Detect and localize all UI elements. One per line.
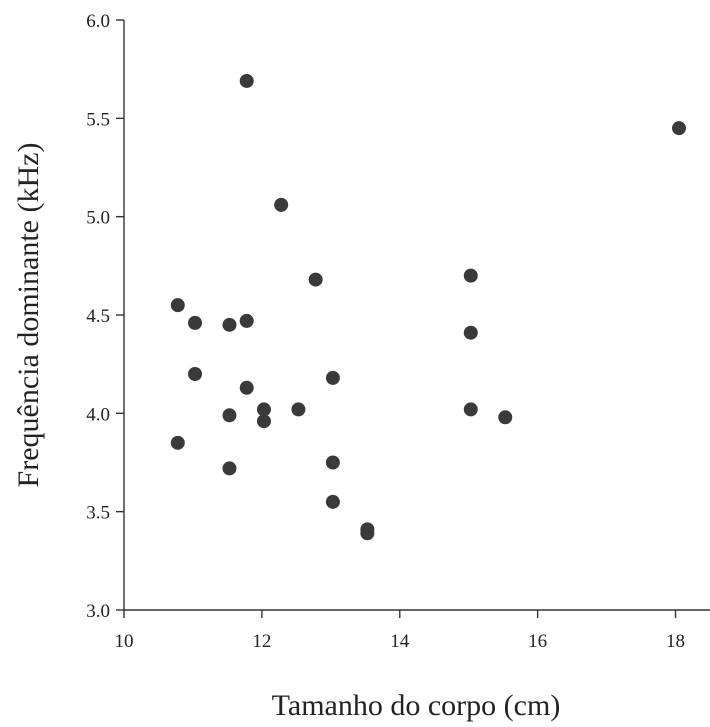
data-point [222,317,237,332]
data-point [239,313,254,328]
data-point [256,402,271,417]
x-ticks: 10 12 14 16 18 [115,610,685,652]
x-tick-label: 12 [252,631,271,652]
data-point [274,197,289,212]
data-point [463,325,478,340]
y-tick-label: 4.5 [86,306,110,327]
data-point [325,370,340,385]
data-point [170,435,185,450]
data-point [222,408,237,423]
y-tick-label: 5.5 [86,109,110,130]
x-tick-label: 14 [390,631,410,652]
y-tick-label: 6.0 [86,11,110,32]
data-point [188,367,203,381]
data-point [360,526,375,541]
data-point [170,298,185,313]
data-point [256,414,271,429]
y-ticks: 3.0 3.5 4.0 4.5 5.0 5.5 6.0 [86,11,124,622]
data-point [239,380,254,395]
y-tick-label: 5.0 [86,208,110,229]
data-point [325,494,340,509]
data-point [308,272,323,287]
data-point [222,461,237,476]
x-tick-label: 16 [528,631,547,652]
data-point [188,315,203,330]
y-axis-title: Frequência dominante (kHz) [12,143,45,488]
data-points [170,73,686,541]
y-tick-label: 3.0 [86,601,110,622]
y-tick-label: 4.0 [86,404,110,425]
data-point [463,402,478,417]
data-point [325,455,340,470]
data-point [239,73,254,88]
data-point [291,402,306,417]
y-tick-label: 3.5 [86,503,110,524]
data-point [463,268,478,283]
x-tick-label: 18 [666,631,685,652]
data-point [498,410,513,425]
x-tick-label: 10 [115,631,134,652]
axes [123,20,710,611]
data-point [671,121,686,136]
x-axis-title: Tamanho do corpo (cm) [272,689,561,722]
